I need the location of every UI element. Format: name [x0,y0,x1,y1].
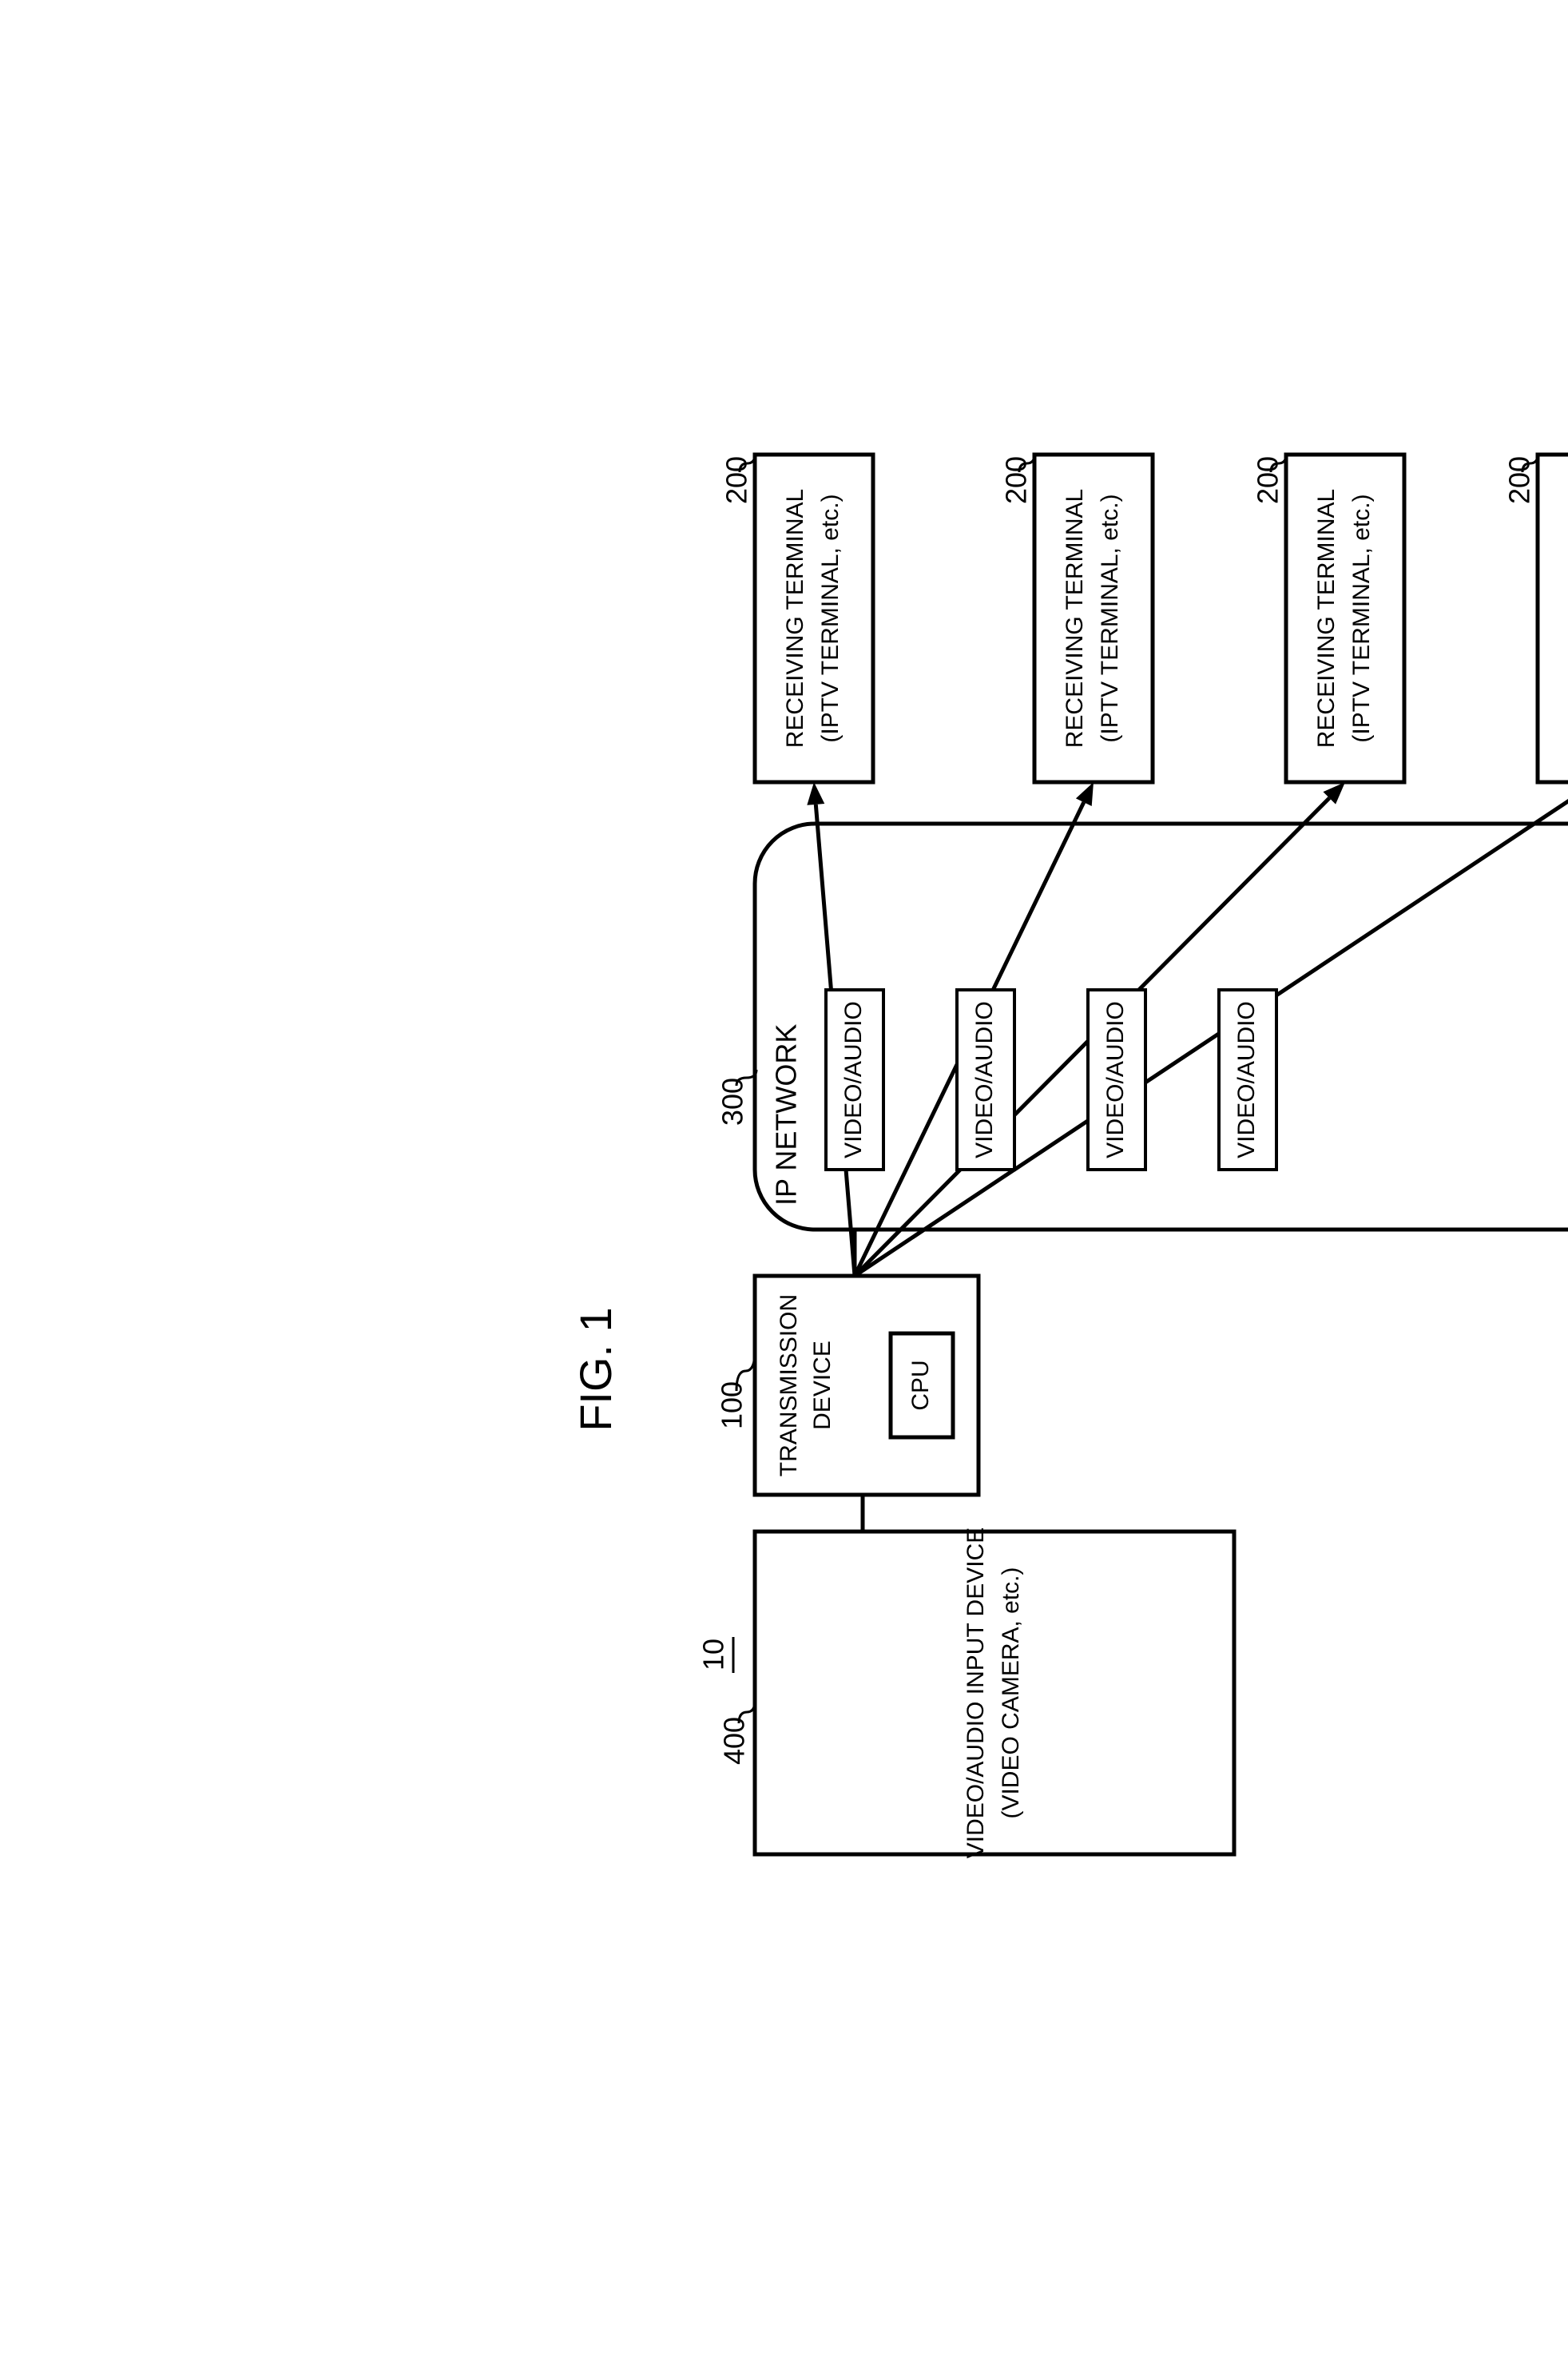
terminal-box [1538,455,1568,782]
ref-400: 400 [718,1717,751,1765]
terminal-box [1286,455,1404,782]
ref-200: 200 [1000,456,1033,504]
terminal-label2: (IPTV TERMINAL, etc.) [1348,494,1375,742]
packet-label: VIDEO/AUDIO [1102,1001,1129,1158]
ref-200: 200 [720,456,753,504]
terminal-box [1034,455,1153,782]
input-device-label1: VIDEO/AUDIO INPUT DEVICE [963,1528,989,1859]
terminal-label2: (IPTV TERMINAL, etc.) [817,494,844,742]
terminal-label1: RECEIVING TERMINAL [782,489,808,749]
cpu-label: CPU [907,1360,934,1410]
ref-200: 200 [1252,456,1284,504]
input-device-label2: (VIDEO CAMERA, etc.) [998,1567,1024,1818]
packet-label: VIDEO/AUDIO [840,1001,867,1158]
terminal-label1: RECEIVING TERMINAL [1062,489,1088,749]
terminal-label1: RECEIVING TERMINAL [1313,489,1340,749]
diagram-root: FIG. 1 10 IP NETWORK VIDEO/AUDIO INPUT DEVI… [570,455,1568,1858]
terminal-label2: (IPTV TERMINAL, etc.) [1097,494,1123,742]
ref-200: 200 [1503,456,1536,504]
system-ref: 10 [697,1639,730,1671]
ref-300: 300 [717,1078,749,1126]
transmission-label2: DEVICE [809,1341,836,1430]
figure-title: FIG. 1 [570,1307,621,1432]
packet-label: VIDEO/AUDIO [1233,1001,1260,1158]
input-device-box [755,1532,1234,1854]
packet-label: VIDEO/AUDIO [971,1001,998,1158]
ref-100: 100 [716,1381,748,1429]
ip-network-title: IP NETWORK [770,1024,803,1206]
terminal-box [755,455,873,782]
terminal-label1: RECEIVING TERMINAL [1565,489,1568,749]
transmission-label1: TRANSMISSION [776,1294,802,1476]
